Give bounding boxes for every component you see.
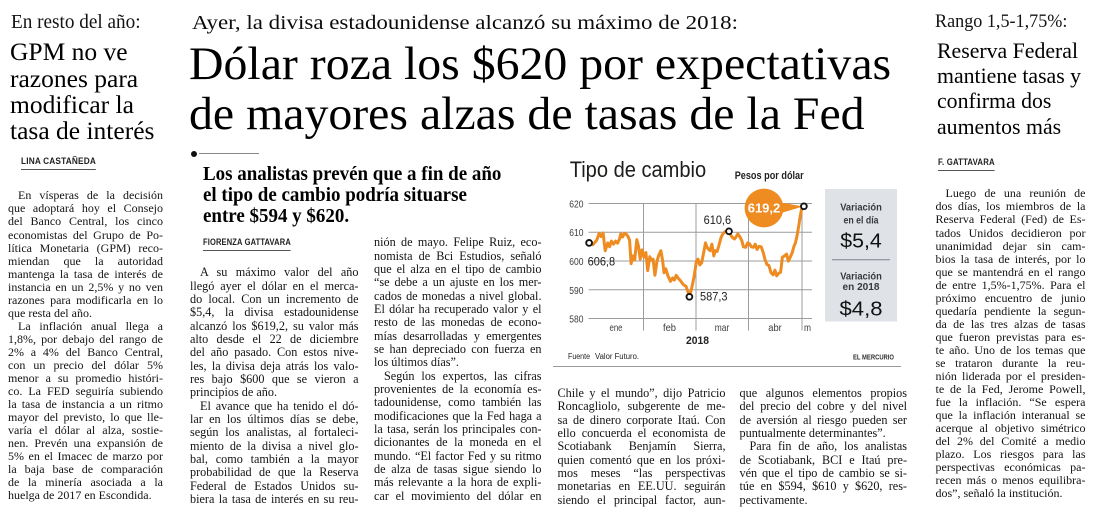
svg-text:2018: 2018 [686,335,709,347]
svg-text:Variación: Variación [840,271,882,283]
svg-text:m: m [804,322,811,334]
svg-text:en el día: en el día [844,214,879,226]
svg-text:587,3: 587,3 [700,289,728,303]
svg-text:feb: feb [663,322,676,334]
svg-text:$4,8: $4,8 [840,298,883,321]
svg-text:590: 590 [569,285,583,297]
svg-text:ene: ene [610,322,623,334]
svg-text:610: 610 [569,227,583,239]
svg-text:619,2: 619,2 [748,201,781,216]
svg-text:Fuente: Fuente [568,352,590,361]
svg-text:mar: mar [715,322,730,334]
svg-text:$5,4: $5,4 [840,230,882,253]
svg-text:Variación: Variación [840,202,882,214]
svg-text:abr: abr [768,322,782,334]
svg-text:610,6: 610,6 [704,213,732,227]
svg-text:Pesos por dólar: Pesos por dólar [735,170,804,182]
svg-text:606,8: 606,8 [588,255,616,269]
svg-text:Tipo de cambio: Tipo de cambio [570,157,707,182]
svg-text:580: 580 [569,314,583,326]
svg-text:Valor Futuro.: Valor Futuro. [595,352,639,361]
svg-text:EL MERCURIO: EL MERCURIO [853,355,894,362]
svg-text:620: 620 [569,199,583,211]
svg-text:600: 600 [569,256,583,268]
svg-text:en 2018: en 2018 [843,281,880,293]
